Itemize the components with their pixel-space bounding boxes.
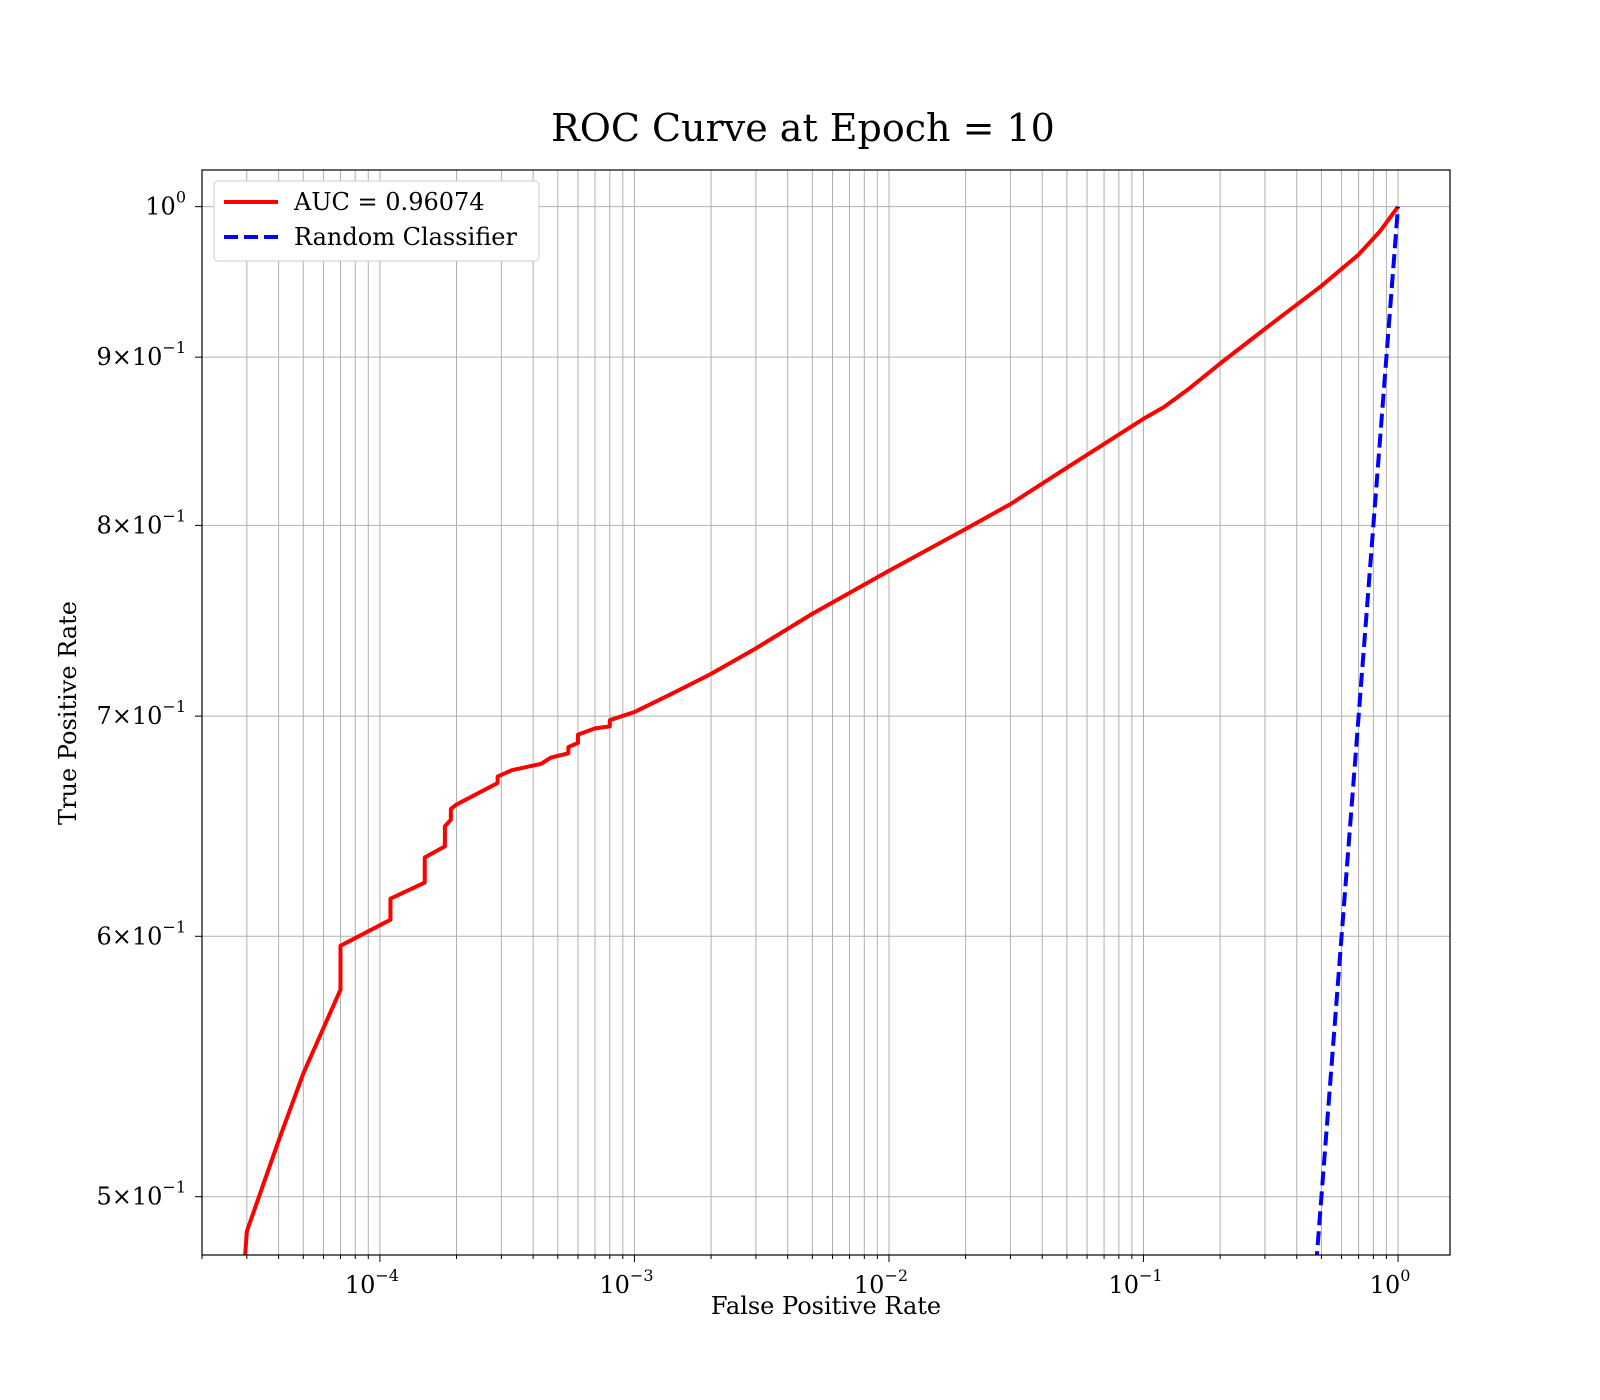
x-axis-label: False Positive Rate [711,1292,941,1320]
plot-frame [201,169,1451,1256]
x-tick-label: 10−3 [599,1266,653,1299]
chart-title: ROC Curve at Epoch = 10 [551,106,1055,150]
x-axis: 10−4 10−3 10−2 10−1 100 [201,1255,1411,1299]
legend-frame [213,180,540,262]
x-tick-label: 10−4 [345,1266,399,1299]
legend: AUC = 0.96074 Random Classifier [213,180,540,262]
y-axis-label: True Positive Rate [54,601,82,825]
legend-label-auc: AUC = 0.96074 [293,188,485,216]
x-tick-label: 10−1 [1108,1266,1162,1299]
y-tick-label: 6×10−1 [96,917,186,950]
x-tick-label: 10−2 [854,1266,908,1299]
y-tick-label: 5×10−1 [96,1178,186,1211]
series-line-random-classifier [1314,206,1401,1255]
y-axis: 100 9×10−1 8×10−1 7×10−1 6×10−1 5×10−1 [96,188,202,1211]
y-tick-label: 7×10−1 [96,697,186,730]
y-tick-label: 9×10−1 [96,338,186,371]
y-tick-label: 100 [145,188,186,221]
grid [201,170,1450,1255]
legend-label-random: Random Classifier [294,223,517,251]
x-tick-label: 100 [1370,1266,1411,1299]
y-tick-label: 8×10−1 [96,506,186,539]
plot-area [243,205,1401,1255]
series-line-roc [243,205,1400,1255]
